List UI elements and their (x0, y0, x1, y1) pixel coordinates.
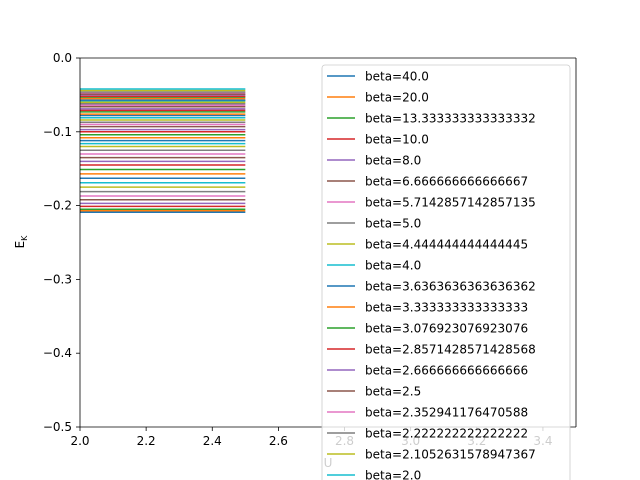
legend-label: beta=2.352941176470588 (365, 406, 528, 420)
y-tick-label: −0.3 (43, 272, 72, 286)
plot-lines (80, 88, 246, 213)
legend-label: beta=3.6363636363636362 (365, 280, 536, 294)
legend-label: beta=6.666666666666667 (365, 175, 528, 189)
x-tick-label: 2.6 (269, 434, 288, 448)
legend-label: beta=10.0 (365, 133, 429, 147)
legend-label: beta=20.0 (365, 91, 429, 105)
legend-label: beta=5.0 (365, 217, 421, 231)
legend-label: beta=4.444444444444445 (365, 238, 528, 252)
legend-label: beta=40.0 (365, 70, 429, 84)
x-tick-label: 2.0 (70, 434, 89, 448)
legend-label: beta=3.076923076923076 (365, 322, 528, 336)
legend-label: beta=2.5 (365, 385, 421, 399)
legend-label: beta=2.666666666666666 (365, 364, 528, 378)
legend-label: beta=8.0 (365, 154, 421, 168)
legend-label: beta=5.7142857142857135 (365, 196, 536, 210)
y-tick-label: −0.1 (43, 125, 72, 139)
legend-label: beta=2.8571428571428568 (365, 343, 536, 357)
legend-label: beta=2.1052631578947367 (365, 448, 536, 462)
y-tick-label: −0.4 (43, 346, 72, 360)
legend-label: beta=4.0 (365, 259, 421, 273)
x-tick-label: 2.4 (203, 434, 222, 448)
x-tick-label: 2.2 (137, 434, 156, 448)
legend-label: beta=3.333333333333333 (365, 301, 528, 315)
legend-label: beta=13.333333333333332 (365, 112, 536, 126)
y-tick-label: 0.0 (53, 51, 72, 65)
y-tick-label: −0.2 (43, 199, 72, 213)
legend: beta=40.0 beta=20.0 beta=13.33333333333333… (321, 64, 571, 480)
y-axis-label-subscript: K (20, 235, 29, 241)
y-tick-label: −0.5 (43, 420, 72, 434)
legend-label: beta=2.222222222222222 (365, 427, 528, 441)
legend-frame (321, 64, 571, 480)
legend-label: beta=2.0 (365, 469, 421, 480)
